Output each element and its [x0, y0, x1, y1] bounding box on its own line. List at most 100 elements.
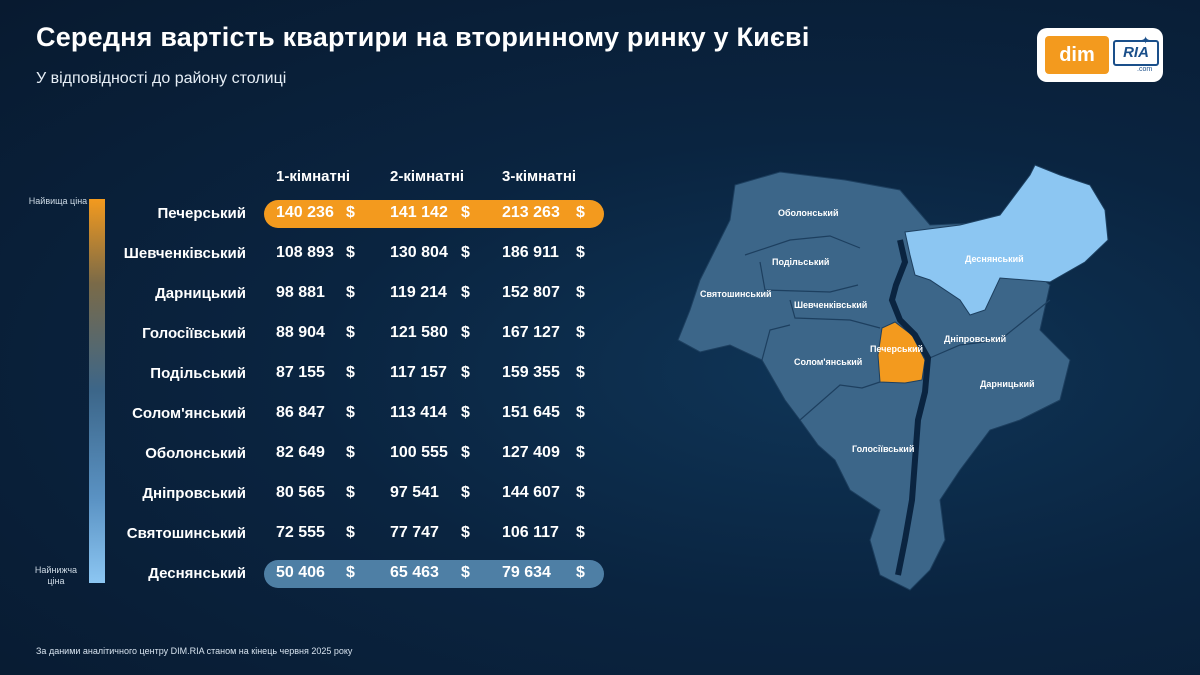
- price-value: 98 881: [276, 284, 325, 301]
- currency-sign: $: [576, 324, 585, 341]
- currency-sign: $: [461, 564, 470, 581]
- price-value: 130 804: [390, 244, 448, 261]
- page-subtitle: У відповідності до району столиці: [36, 70, 287, 87]
- currency-sign: $: [461, 444, 470, 461]
- scale-bottom-label: Найнижча ціна: [34, 565, 78, 586]
- map-label-darnytskyi: Дарницький: [980, 379, 1035, 389]
- district-name: Солом'янський: [132, 405, 246, 422]
- dim-ria-logo[interactable]: dim RIA ✦ .com: [1037, 28, 1163, 82]
- map-label-shevchenkivskyi: Шевченківський: [794, 300, 867, 310]
- district-name: Голосіївський: [142, 325, 246, 342]
- map-label-pecherskyi: Печерський: [870, 344, 923, 354]
- price-value: 119 214: [390, 284, 447, 301]
- price-value: 88 904: [276, 324, 325, 341]
- table-row: Дніпровський 80 565 $97 541 $144 607 $: [0, 480, 620, 508]
- currency-sign: $: [576, 244, 585, 261]
- price-value: 144 607: [502, 484, 560, 501]
- district-name: Дніпровський: [142, 485, 246, 502]
- currency-sign: $: [346, 444, 355, 461]
- price-value: 108 893: [276, 244, 334, 261]
- district-name: Печерський: [157, 205, 246, 222]
- currency-sign: $: [346, 364, 355, 381]
- currency-sign: $: [576, 404, 585, 421]
- table-row: Оболонський 82 649 $100 555 $127 409 $: [0, 440, 620, 468]
- price-value: 50 406: [276, 564, 325, 581]
- district-name: Дарницький: [155, 285, 246, 302]
- district-name: Шевченківський: [123, 245, 246, 262]
- table-row: Шевченківський 108 893 $130 804 $186 911 $: [0, 240, 620, 268]
- currency-sign: $: [346, 284, 355, 301]
- currency-sign: $: [461, 484, 470, 501]
- map-label-dniprovskyi: Дніпровський: [944, 334, 1006, 344]
- logo-com: .com: [1137, 66, 1153, 73]
- map-label-sviatoshynskyi: Святошинський: [700, 289, 772, 299]
- table-row: Солом'янський 86 847 $113 414 $151 645 $: [0, 400, 620, 428]
- lowest-price-highlight: [264, 560, 604, 588]
- map-pecherskyi-shape: [877, 321, 926, 384]
- map-label-desnianskyi: Деснянський: [965, 254, 1024, 264]
- table-row: Святошинський 72 555 $77 747 $106 117 $: [0, 520, 620, 548]
- currency-sign: $: [576, 564, 585, 581]
- currency-sign: $: [461, 324, 470, 341]
- price-value: 80 565: [276, 484, 325, 501]
- column-header-2room: 2-кімнатні: [390, 168, 465, 185]
- price-value: 167 127: [502, 324, 560, 341]
- price-value: 141 142: [390, 204, 448, 221]
- table-row: Подільський 87 155 $117 157 $159 355 $: [0, 360, 620, 388]
- price-value: 79 634: [502, 564, 551, 581]
- currency-sign: $: [461, 244, 470, 261]
- price-value: 213 263: [502, 204, 560, 221]
- column-header-1room: 1-кімнатні: [276, 168, 351, 185]
- currency-sign: $: [346, 244, 355, 261]
- price-value: 77 747: [390, 524, 439, 541]
- district-name: Подільський: [150, 365, 246, 382]
- table-row: Дарницький 98 881 $119 214 $152 807 $: [0, 280, 620, 308]
- district-name: Святошинський: [126, 525, 246, 542]
- scale-top-label: Найвища ціна: [28, 196, 88, 206]
- price-value: 151 645: [502, 404, 560, 421]
- map-label-holosiivskyi: Голосіївський: [852, 444, 914, 454]
- currency-sign: $: [346, 564, 355, 581]
- currency-sign: $: [576, 484, 585, 501]
- price-value: 186 911: [502, 244, 559, 261]
- price-value: 86 847: [276, 404, 325, 421]
- price-value: 140 236: [276, 204, 334, 221]
- table-row: Деснянський 50 406 $65 463 $79 634 $: [0, 560, 620, 588]
- price-value: 152 807: [502, 284, 560, 301]
- price-value: 87 155: [276, 364, 325, 381]
- map-label-podilskyi: Подільський: [772, 257, 829, 267]
- map-desnianskyi-shape: [904, 164, 1109, 316]
- price-scale-bar: [89, 199, 105, 583]
- price-value: 121 580: [390, 324, 448, 341]
- currency-sign: $: [346, 524, 355, 541]
- logo-ria: RIA: [1113, 40, 1159, 66]
- currency-sign: $: [576, 204, 585, 221]
- currency-sign: $: [576, 444, 585, 461]
- price-value: 100 555: [390, 444, 448, 461]
- currency-sign: $: [346, 484, 355, 501]
- price-value: 106 117: [502, 524, 559, 541]
- map-river-shape: [888, 239, 932, 576]
- map-label-obolonskyi: Оболонський: [778, 208, 838, 218]
- price-value: 72 555: [276, 524, 325, 541]
- highest-price-highlight: [264, 200, 604, 228]
- column-header-3room: 3-кімнатні: [502, 168, 577, 185]
- district-name: Оболонський: [145, 445, 246, 462]
- currency-sign: $: [461, 524, 470, 541]
- currency-sign: $: [576, 364, 585, 381]
- source-footnote: За даними аналітичного центру DIM.RIA ст…: [36, 646, 353, 656]
- currency-sign: $: [346, 204, 355, 221]
- map-label-solomianskyi: Солом'янський: [794, 357, 862, 367]
- price-value: 113 414: [390, 404, 447, 421]
- currency-sign: $: [576, 284, 585, 301]
- price-value: 127 409: [502, 444, 560, 461]
- currency-sign: $: [461, 404, 470, 421]
- table-row: Голосіївський 88 904 $121 580 $167 127 $: [0, 320, 620, 348]
- currency-sign: $: [461, 284, 470, 301]
- price-value: 65 463: [390, 564, 439, 581]
- price-value: 117 157: [390, 364, 447, 381]
- page-title: Середня вартість квартири на вторинному …: [36, 22, 810, 52]
- district-name: Деснянський: [148, 565, 246, 582]
- currency-sign: $: [346, 404, 355, 421]
